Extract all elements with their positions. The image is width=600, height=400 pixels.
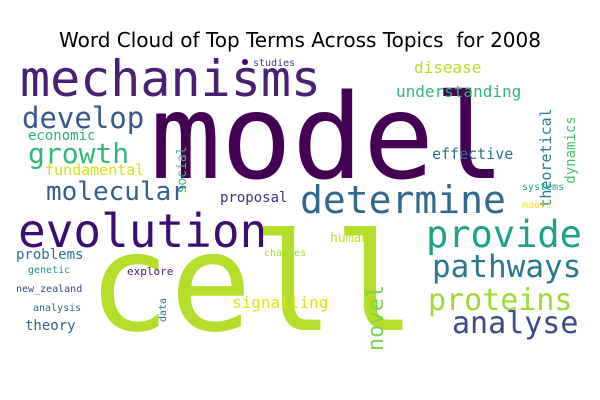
word-genetic: genetic: [28, 265, 70, 276]
word-problems: problems: [16, 247, 83, 263]
word-changes: changes: [264, 248, 306, 259]
word-data: data: [158, 298, 169, 322]
word-develop: develop: [22, 101, 144, 135]
word-evolution: evolution: [18, 204, 267, 258]
word-economic: economic: [28, 128, 95, 144]
word-proteins: proteins: [428, 283, 573, 318]
word-understanding: understanding: [396, 82, 521, 101]
word-model: model: [150, 68, 505, 206]
word-pathways: pathways: [432, 249, 581, 285]
word-analyse: analyse: [452, 306, 578, 341]
cloud-dot-mark: [242, 59, 248, 65]
chart-title: Word Cloud of Top Terms Across Topics fo…: [59, 28, 541, 52]
word-provide: provide: [426, 213, 582, 256]
word-social: social: [175, 147, 190, 194]
word-explore: explore: [127, 265, 173, 278]
word-analysis: analysis: [33, 303, 81, 314]
word-determine: determine: [300, 178, 506, 222]
word-disease: disease: [414, 58, 481, 77]
word-new-zealand: new_zealand: [16, 284, 82, 295]
word-theory: theory: [25, 318, 76, 334]
word-molecular: molecular: [46, 177, 187, 207]
word-theoretical: theoretical: [537, 108, 555, 207]
word-signalling: signalling: [232, 293, 328, 312]
word-cell: cell: [88, 205, 416, 363]
word-fundamental: fundamental: [45, 161, 144, 179]
word-mechanisms: mechanisms: [20, 50, 321, 108]
word-novel: novel: [364, 285, 389, 351]
word-human: human: [330, 231, 369, 246]
word-studies: studies: [253, 58, 295, 69]
word-effective: effective: [432, 145, 513, 163]
word-maori: maori: [522, 200, 552, 211]
word-proposal: proposal: [220, 190, 287, 206]
word-dynamics: dynamics: [563, 116, 579, 183]
word-systems: systems: [522, 182, 564, 193]
word-growth: growth: [28, 137, 129, 170]
